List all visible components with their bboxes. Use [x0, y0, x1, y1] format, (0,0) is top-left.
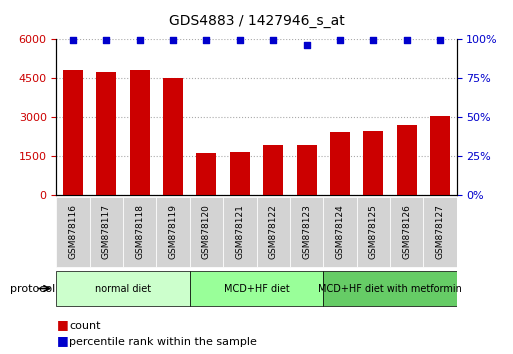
- FancyBboxPatch shape: [190, 271, 323, 306]
- Text: ■: ■: [56, 334, 68, 347]
- Text: normal diet: normal diet: [95, 284, 151, 293]
- Text: GSM878121: GSM878121: [235, 204, 244, 259]
- FancyBboxPatch shape: [323, 197, 357, 267]
- Point: [135, 38, 144, 43]
- FancyBboxPatch shape: [223, 197, 256, 267]
- Text: GSM878125: GSM878125: [369, 204, 378, 259]
- Bar: [363, 131, 383, 195]
- Text: GDS4883 / 1427946_s_at: GDS4883 / 1427946_s_at: [169, 14, 344, 28]
- FancyBboxPatch shape: [357, 197, 390, 267]
- FancyBboxPatch shape: [56, 271, 190, 306]
- Point: [169, 38, 177, 43]
- Text: GSM878119: GSM878119: [169, 204, 177, 259]
- Point: [69, 38, 77, 43]
- Point: [436, 38, 444, 43]
- Point: [302, 42, 310, 48]
- Text: percentile rank within the sample: percentile rank within the sample: [69, 337, 257, 347]
- Text: MCD+HF diet with metformin: MCD+HF diet with metformin: [318, 284, 462, 293]
- Bar: [196, 153, 216, 195]
- Text: GSM878126: GSM878126: [402, 204, 411, 259]
- FancyBboxPatch shape: [323, 271, 457, 306]
- FancyBboxPatch shape: [90, 197, 123, 267]
- Text: GSM878124: GSM878124: [336, 205, 344, 259]
- Bar: [263, 145, 283, 195]
- Bar: [130, 70, 150, 195]
- Bar: [163, 78, 183, 195]
- FancyBboxPatch shape: [256, 197, 290, 267]
- FancyBboxPatch shape: [390, 197, 423, 267]
- Point: [235, 38, 244, 43]
- Bar: [230, 152, 250, 195]
- Text: GSM878123: GSM878123: [302, 204, 311, 259]
- Point: [402, 38, 410, 43]
- Bar: [330, 132, 350, 195]
- Bar: [96, 72, 116, 195]
- Text: count: count: [69, 321, 101, 331]
- Text: GSM878122: GSM878122: [269, 205, 278, 259]
- Bar: [297, 145, 317, 195]
- Bar: [397, 125, 417, 195]
- Text: ■: ■: [56, 318, 68, 331]
- Point: [336, 38, 344, 43]
- Text: GSM878118: GSM878118: [135, 204, 144, 259]
- Point: [102, 38, 110, 43]
- Text: GSM878117: GSM878117: [102, 204, 111, 259]
- Text: MCD+HF diet: MCD+HF diet: [224, 284, 289, 293]
- FancyBboxPatch shape: [156, 197, 190, 267]
- Point: [369, 38, 377, 43]
- FancyBboxPatch shape: [290, 197, 323, 267]
- Bar: [63, 70, 83, 195]
- Point: [269, 38, 277, 43]
- Text: protocol: protocol: [10, 284, 55, 293]
- Bar: [430, 115, 450, 195]
- FancyBboxPatch shape: [56, 197, 90, 267]
- FancyBboxPatch shape: [190, 197, 223, 267]
- FancyBboxPatch shape: [423, 197, 457, 267]
- Text: GSM878127: GSM878127: [436, 204, 444, 259]
- Text: GSM878116: GSM878116: [69, 204, 77, 259]
- Point: [202, 38, 210, 43]
- FancyBboxPatch shape: [123, 197, 156, 267]
- Text: GSM878120: GSM878120: [202, 204, 211, 259]
